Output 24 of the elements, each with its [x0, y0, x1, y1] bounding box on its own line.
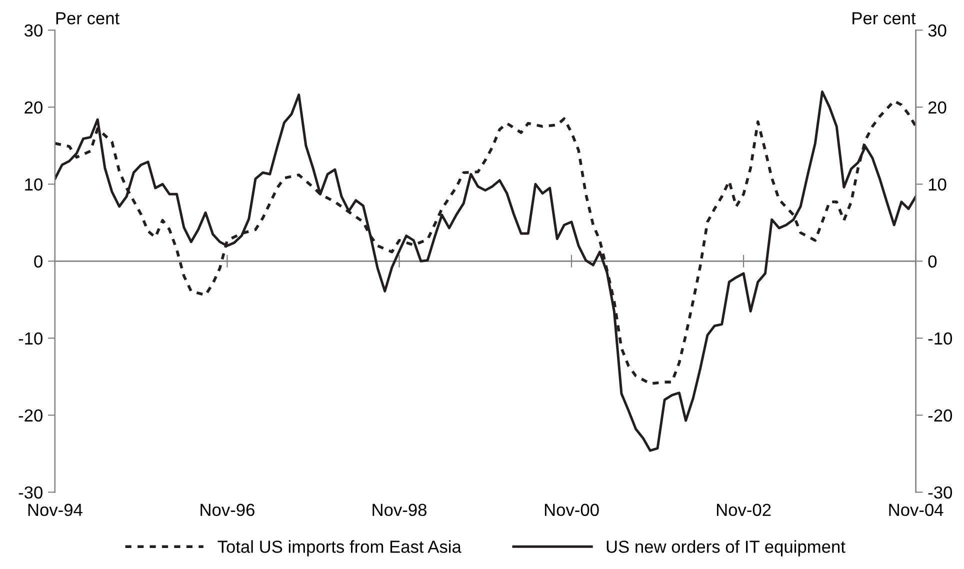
y2-tick-label: 0 — [928, 255, 937, 268]
y2-tick-label: -20 — [928, 409, 952, 422]
x-tick-label: Nov-00 — [544, 504, 599, 516]
y2-axis-title: Per cent — [852, 12, 916, 24]
x-tick-label: Nov-04 — [889, 504, 944, 516]
y-tick-label: -30 — [18, 486, 42, 499]
y2-tick-label: -10 — [928, 332, 952, 345]
y2-tick-label: 20 — [928, 101, 946, 114]
x-tick-label: Nov-98 — [372, 504, 426, 516]
y-tick-label: 20 — [24, 101, 42, 114]
y-tick-label: 30 — [24, 24, 42, 37]
x-tick-label: Nov-96 — [200, 504, 254, 516]
y2-tick-label: 30 — [928, 24, 946, 37]
y-axis-title: Per cent — [56, 12, 120, 24]
y-tick-label: 10 — [25, 178, 42, 191]
x-tick-label: Nov-02 — [716, 504, 771, 516]
legend-label: US new orders of IT equipment — [606, 540, 846, 556]
y2-tick-label: -30 — [928, 486, 952, 499]
y2-tick-label: 10 — [928, 178, 946, 191]
y-tick-label: -20 — [18, 409, 42, 422]
y-tick-label: -10 — [18, 332, 42, 345]
x-tick-label: Nov-94 — [28, 504, 82, 516]
y-tick-label: 0 — [34, 255, 42, 268]
legend-label: Total US imports from East Asia — [218, 540, 462, 556]
